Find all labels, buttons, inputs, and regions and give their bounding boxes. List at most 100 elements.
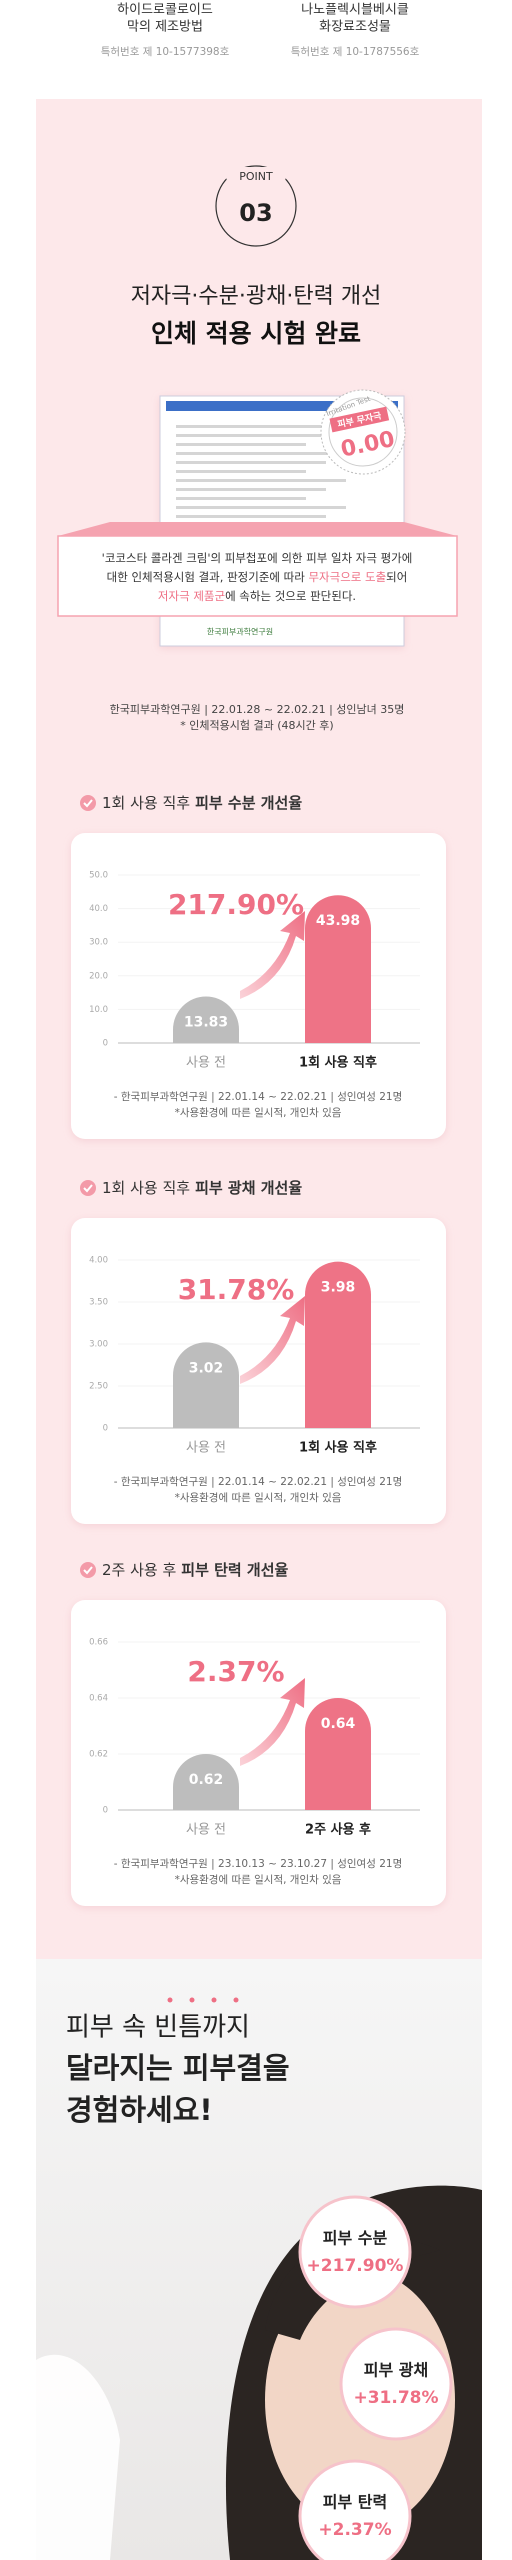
y-tick-label: 0 [103,1039,108,1049]
patent-number: 특허번호 제 10-1577398호 [101,46,230,58]
bar-value-label: 0.64 [321,1716,356,1732]
y-tick-label: 40.0 [89,904,108,914]
y-tick-label: 3.50 [89,1298,108,1308]
document-line [176,470,306,473]
badge [339,2327,453,2441]
bar [173,1754,239,1810]
document-line [176,443,306,446]
badge-value: +217.90% [307,2256,404,2276]
chart-source: - 한국피부과학연구원 | 22.01.14 ~ 22.02.21 | 성인여성… [114,1091,402,1103]
point-label: POINT [239,170,273,183]
trend-arrow [240,1296,305,1384]
chart-source: - 한국피부과학연구원 | 23.10.13 ~ 23.10.27 | 성인여성… [114,1858,402,1870]
section-title-normal: 1회 사용 직후 [102,794,190,812]
patent-title: 막의 제조방법 [127,20,203,35]
x-tick-label: 사용 전 [186,1823,226,1838]
document-line [176,452,346,455]
callout-line: '코코스타 콜라겐 크림'의 피부첩포에 의한 피부 일차 자극 평가에 [102,551,413,565]
callout-segment: 무자극으로 도출 [308,570,386,584]
y-tick-label: 30.0 [89,938,108,948]
stamp-label-bg [329,406,390,433]
badge-value: +31.78% [353,2388,438,2408]
y-tick-label: 0.66 [89,1638,108,1648]
y-tick-label: 2.50 [89,1382,108,1392]
patent-title: 나노플렉시블베시클 [301,3,409,18]
stamp-inner [328,397,398,467]
bar-value-label: 0.62 [189,1772,224,1788]
document-line [176,497,306,500]
test-source: * 인체적용시험 결과 (48시간 후) [180,719,333,732]
chart-source: *사용환경에 따른 일시적, 개인차 있음 [175,1491,342,1504]
callout-line: 저자극 제품군에 속하는 것으로 판단된다. [158,589,356,603]
section-title-bold: 피부 광채 개선율 [195,1179,302,1197]
check-mark [83,1184,93,1193]
closing-headline: 달라지는 피부결을 [66,2051,290,2085]
closing-headline: 경험하세요! [66,2093,213,2127]
x-tick-label: 1회 사용 직후 [299,1055,377,1071]
decor-dot [233,1997,239,2003]
title-line: 저자극·수분·광채·탄력 개선 [131,284,382,309]
test-source: 한국피부과학연구원 | 22.01.28 ~ 22.02.21 | 성인남녀 3… [110,703,405,716]
section-title-normal: 2주 사용 후 [102,1561,176,1579]
section-title-bold: 피부 탄력 개선율 [181,1561,288,1579]
improvement-rate: 2.37% [187,1655,284,1688]
y-tick-label: 10.0 [89,1005,108,1015]
improvement-rate: 31.78% [178,1273,295,1306]
x-tick-label: 2주 사용 후 [305,1822,371,1838]
x-tick-label: 1회 사용 직후 [299,1440,377,1456]
bar [173,996,239,1043]
y-tick-label: 4.00 [89,1256,108,1266]
document-line [176,425,346,428]
closing-headline: 피부 속 빈틈까지 [66,2013,250,2043]
badge-value: +2.37% [318,2520,391,2540]
callout-segment: 저자극 제품군 [158,589,225,603]
decor-dot [189,1997,195,2003]
check-icon [80,795,96,811]
point-label-bg [226,167,286,185]
section-title: 1회 사용 직후 피부 광채 개선율 [102,1179,302,1197]
improvement-rate: 217.90% [168,888,304,921]
callout-segment: 되어 [386,570,407,584]
callout-line: 대한 인체적용시험 결과, 판정기준에 따라 무자극으로 도출되어 [107,570,408,584]
x-tick-label: 사용 전 [186,1056,226,1071]
callout-tab [58,522,457,536]
point-circle [215,165,297,247]
document-header [166,401,398,411]
document-line [176,461,326,464]
badge [298,2195,412,2309]
point-number: 03 [239,199,272,227]
section-title: 1회 사용 직후 피부 수분 개선율 [102,794,302,812]
badge [298,2459,412,2560]
document-line [176,479,346,482]
trend-arrow [240,1678,305,1766]
patent-number: 특허번호 제 10-1787556호 [291,46,420,58]
badge-label: 피부 탄력 [323,2493,387,2512]
bar-value-label: 13.83 [184,1015,228,1031]
bar-value-label: 43.98 [316,913,360,929]
title-line: 인체 적용 시험 완료 [151,319,361,348]
trend-arrow [240,911,305,999]
y-tick-label: 3.00 [89,1340,108,1350]
callout-segment: 대한 인체적용시험 결과, 판정기준에 따라 [107,570,309,584]
decor-dot [211,1997,217,2003]
section-title-normal: 1회 사용 직후 [102,1179,190,1197]
x-tick-label: 사용 전 [186,1441,226,1456]
y-tick-label: 0.64 [89,1694,108,1704]
document-line [176,434,326,437]
badge-label: 피부 수분 [323,2229,388,2248]
chart-source: *사용환경에 따른 일시적, 개인차 있음 [175,1106,342,1119]
y-tick-label: 0.62 [89,1750,108,1760]
y-tick-label: 0 [103,1424,108,1434]
check-icon [80,1562,96,1578]
document-line [176,488,326,491]
patent-title: 하이드로콜로이드 [117,3,213,18]
document-line [176,515,326,518]
chart-source: *사용환경에 따른 일시적, 개인차 있음 [175,1873,342,1886]
bar [173,1342,239,1428]
y-tick-label: 20.0 [89,971,108,981]
document-institute: 한국피부과학연구원 [207,627,273,637]
section-title: 2주 사용 후 피부 탄력 개선율 [102,1561,289,1579]
